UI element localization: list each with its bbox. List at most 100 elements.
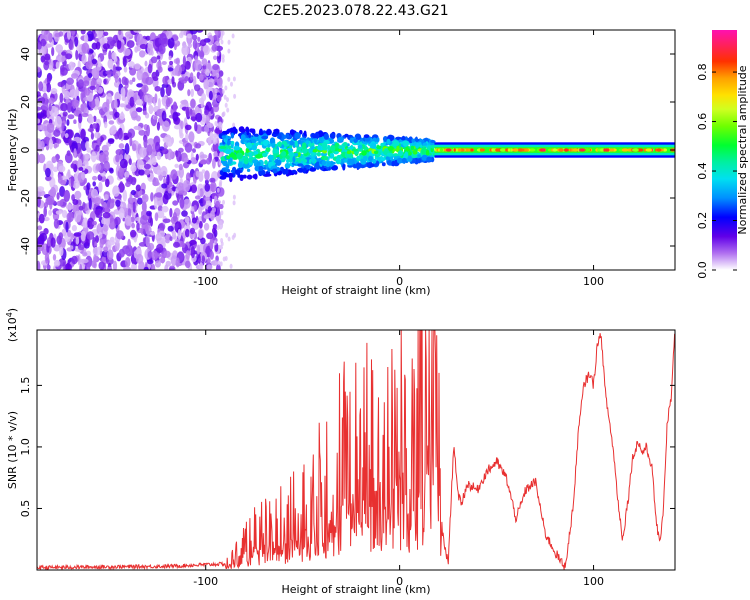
heatmap-cell-noise: [154, 197, 158, 210]
heatmap-cell-noise: [158, 44, 166, 55]
heatmap-cell-noise: [203, 222, 210, 231]
heatmap-cell-band: [244, 151, 250, 157]
heatmap-cell-noise: [103, 160, 110, 172]
heatmap-cell-line: [512, 148, 519, 152]
heatmap-cell-noise: [161, 183, 168, 189]
heatmap-cell-band: [230, 140, 235, 145]
heatmap-cell-band: [297, 157, 302, 164]
heatmap-cell-noise: [195, 112, 203, 123]
colorbar-gradient: [712, 30, 737, 270]
heatmap-cell-noise: [224, 85, 228, 91]
heatmap-cell-band: [346, 150, 352, 155]
heatmap-cell-noise: [66, 119, 70, 126]
heatmap-cell-noise: [55, 153, 60, 163]
heatmap-cell-noise: [213, 151, 218, 158]
heatmap-cell-noise: [165, 30, 173, 39]
heatmap-cell-band: [230, 132, 235, 139]
heatmap-cell-noise: [64, 263, 72, 270]
heatmap-cell-noise: [110, 198, 115, 204]
heatmap-cell-band: [258, 131, 264, 136]
heatmap-cell-noise: [77, 244, 85, 251]
heatmap-cell-band: [316, 151, 321, 157]
heatmap-cell-noise: [99, 239, 104, 249]
snr-panel: -100 0 100 0.5 1.0 1.5 Height of straight lin…: [5, 308, 676, 596]
heatmap-cell-noise: [162, 218, 171, 224]
heatmap-cell-noise: [208, 90, 213, 101]
heatmap-cell-noise: [73, 99, 80, 108]
heatmap-cell-noise: [46, 109, 50, 118]
heatmap-cell-band: [240, 174, 244, 178]
x-tick-label: -100: [193, 275, 218, 288]
heatmap-cell-noise: [81, 171, 86, 181]
heatmap-cell-noise: [95, 163, 102, 172]
heatmap-cell-noise: [206, 232, 214, 240]
heatmap-cell-noise: [128, 91, 135, 97]
heatmap-cell-noise: [79, 263, 83, 270]
heatmap-cell-noise: [92, 175, 98, 181]
heatmap-cell-noise: [136, 69, 143, 81]
heatmap-cell-noise: [141, 193, 149, 203]
heatmap-cell-noise: [161, 120, 170, 132]
heatmap-cell-noise: [81, 54, 87, 65]
heatmap-cell-noise: [109, 111, 113, 116]
heatmap-cell-noise: [164, 264, 169, 270]
heatmap-cell-band: [386, 138, 391, 145]
heatmap-cell-noise: [71, 73, 79, 79]
heatmap-cell-noise: [154, 212, 159, 222]
heatmap-cell-noise: [64, 152, 73, 164]
heatmap-cell-band: [392, 140, 400, 147]
heatmap-cell-noise: [69, 89, 77, 99]
heatmap-cell-band: [361, 150, 367, 156]
heatmap-cell-noise: [74, 36, 79, 47]
heatmap-cell-noise: [158, 222, 166, 231]
heatmap-cell-noise: [217, 78, 223, 87]
heatmap-cell-noise: [65, 204, 74, 210]
heatmap-cell-noise: [128, 158, 132, 166]
heatmap-cell-noise: [152, 76, 159, 82]
heatmap-cell-band: [296, 151, 301, 158]
heatmap-cell-noise: [68, 61, 75, 71]
heatmap-cell-noise: [51, 46, 55, 57]
heatmap-cell-noise: [71, 255, 78, 265]
heatmap-cell-noise: [207, 35, 215, 46]
heatmap-cell-band: [313, 137, 318, 143]
heatmap-cell-band: [369, 163, 375, 168]
heatmap-cell-noise: [102, 212, 111, 219]
heatmap-cell-noise: [185, 172, 191, 183]
heatmap-cell-noise: [131, 143, 137, 152]
heatmap-cell-noise: [147, 43, 153, 56]
heatmap-cell-noise: [197, 254, 201, 264]
heatmap-cell-noise: [59, 186, 66, 197]
heatmap-cell-noise: [172, 200, 179, 206]
heatmap-cell-noise: [154, 260, 161, 268]
heatmap-cell-band: [239, 128, 246, 133]
heatmap-cell-noise: [114, 209, 119, 215]
heatmap-cell-noise: [118, 207, 125, 220]
heatmap-cell-noise: [227, 48, 231, 54]
heatmap-cell-noise: [221, 57, 225, 63]
heatmap-cell-line: [640, 148, 643, 152]
heatmap-cell-noise: [162, 76, 169, 85]
heatmap-cell-line: [558, 148, 564, 152]
heatmap-cell-noise: [226, 97, 229, 103]
heatmap-cell-line: [495, 148, 500, 152]
heatmap-cell-noise: [143, 137, 148, 149]
heatmap-cell-noise: [195, 143, 202, 149]
heatmap-cell-noise: [81, 112, 89, 118]
heatmap-cell-noise: [61, 122, 65, 132]
heatmap-cell-noise: [194, 59, 202, 71]
y-tick-label: 1.5: [19, 377, 32, 395]
heatmap-cell-band: [288, 152, 295, 157]
heatmap-cell-noise: [167, 225, 174, 232]
heatmap-cell-noise: [66, 77, 74, 85]
heatmap-cell-noise: [167, 67, 174, 72]
heatmap-cell-noise: [136, 83, 144, 88]
heatmap-cell-noise: [118, 143, 125, 149]
heatmap-cell-band: [258, 169, 266, 176]
heatmap-cell-noise: [40, 55, 46, 63]
heatmap-cell-noise: [42, 82, 47, 93]
heatmap-cell-noise: [108, 50, 112, 61]
heatmap-cell-noise: [82, 217, 89, 228]
heatmap-cell-band: [387, 146, 394, 151]
